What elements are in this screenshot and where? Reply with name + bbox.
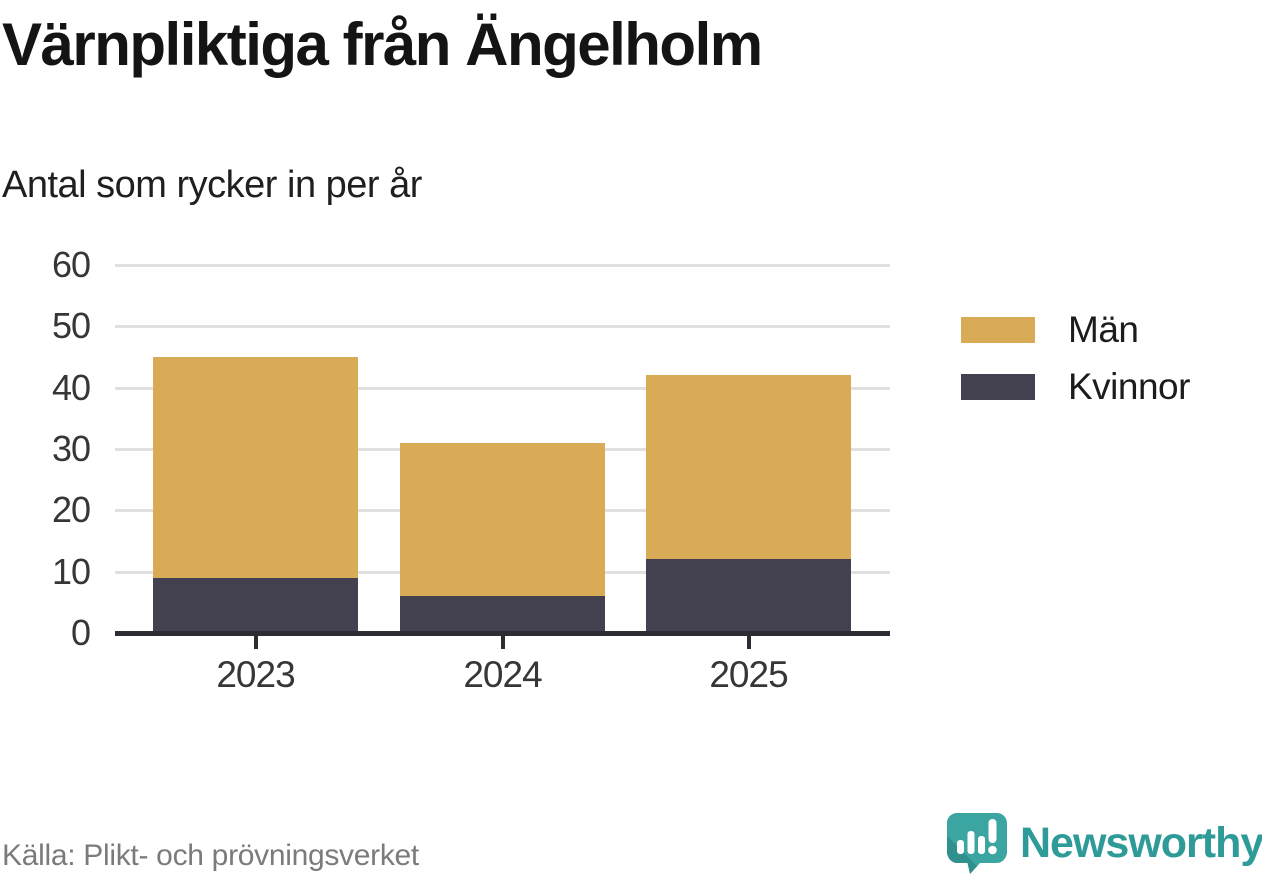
newsworthy-logo-icon (947, 813, 1007, 874)
legend-item-kvinnor: Kvinnor (961, 366, 1190, 408)
bar-2025-män (646, 375, 851, 560)
newsworthy-logo: Newsworthy (945, 812, 1262, 875)
bar-2024-kvinnor (400, 596, 605, 633)
y-axis-tick-label: 0 (70, 612, 91, 653)
legend-item-män: Män (961, 309, 1139, 351)
legend-swatch-män (961, 317, 1035, 343)
gridline-40 (115, 386, 890, 390)
legend-label: Män (1068, 309, 1139, 350)
y-axis-tick-label: 20 (51, 489, 91, 531)
y-axis-tick-label: 30 (51, 428, 91, 469)
logo-bar-3 (978, 836, 985, 854)
speech-bubble-shape (947, 813, 1007, 874)
logo-bar-1 (957, 840, 964, 854)
source-attribution: Källa: Plikt- och prövningsverket (2, 839, 419, 872)
x-axis-label-2025: 2025 (709, 654, 788, 695)
x-axis-tick-2025 (746, 636, 751, 649)
logo-exclamation-dot (988, 845, 997, 855)
legend-swatch-kvinnor (961, 374, 1035, 400)
page-title: Värnpliktiga från Ängelholm (2, 11, 763, 78)
page-subtitle: Antal som rycker in per år (2, 164, 422, 206)
y-axis-tick-label: 50 (51, 305, 91, 347)
bar-2025-kvinnor (646, 559, 851, 633)
y-axis-tick-label: 40 (51, 366, 91, 408)
x-axis-tick-2023 (253, 636, 258, 649)
legend-label: Kvinnor (1068, 366, 1190, 407)
x-axis-label-2024: 2024 (463, 654, 542, 695)
x-axis-label-2023: 2023 (216, 654, 295, 695)
gridline-50 (115, 325, 890, 329)
logo-bar-2 (967, 831, 975, 854)
logo-exclamation-bar (988, 819, 997, 843)
bar-2023-kvinnor (153, 577, 358, 633)
bar-2023-män (153, 357, 358, 578)
gridline-60 (115, 264, 890, 267)
y-axis-tick-label: 60 (51, 244, 91, 285)
x-axis-tick-2024 (500, 636, 505, 649)
y-axis-tick-label: 10 (51, 550, 91, 592)
brand-name: Newsworthy (1020, 819, 1262, 867)
bar-2024-män (400, 442, 605, 597)
x-axis-line (115, 631, 890, 636)
